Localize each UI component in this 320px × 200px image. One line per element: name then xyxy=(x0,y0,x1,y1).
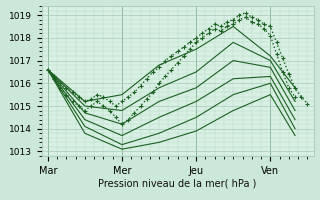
X-axis label: Pression niveau de la mer( hPa ): Pression niveau de la mer( hPa ) xyxy=(99,179,257,188)
